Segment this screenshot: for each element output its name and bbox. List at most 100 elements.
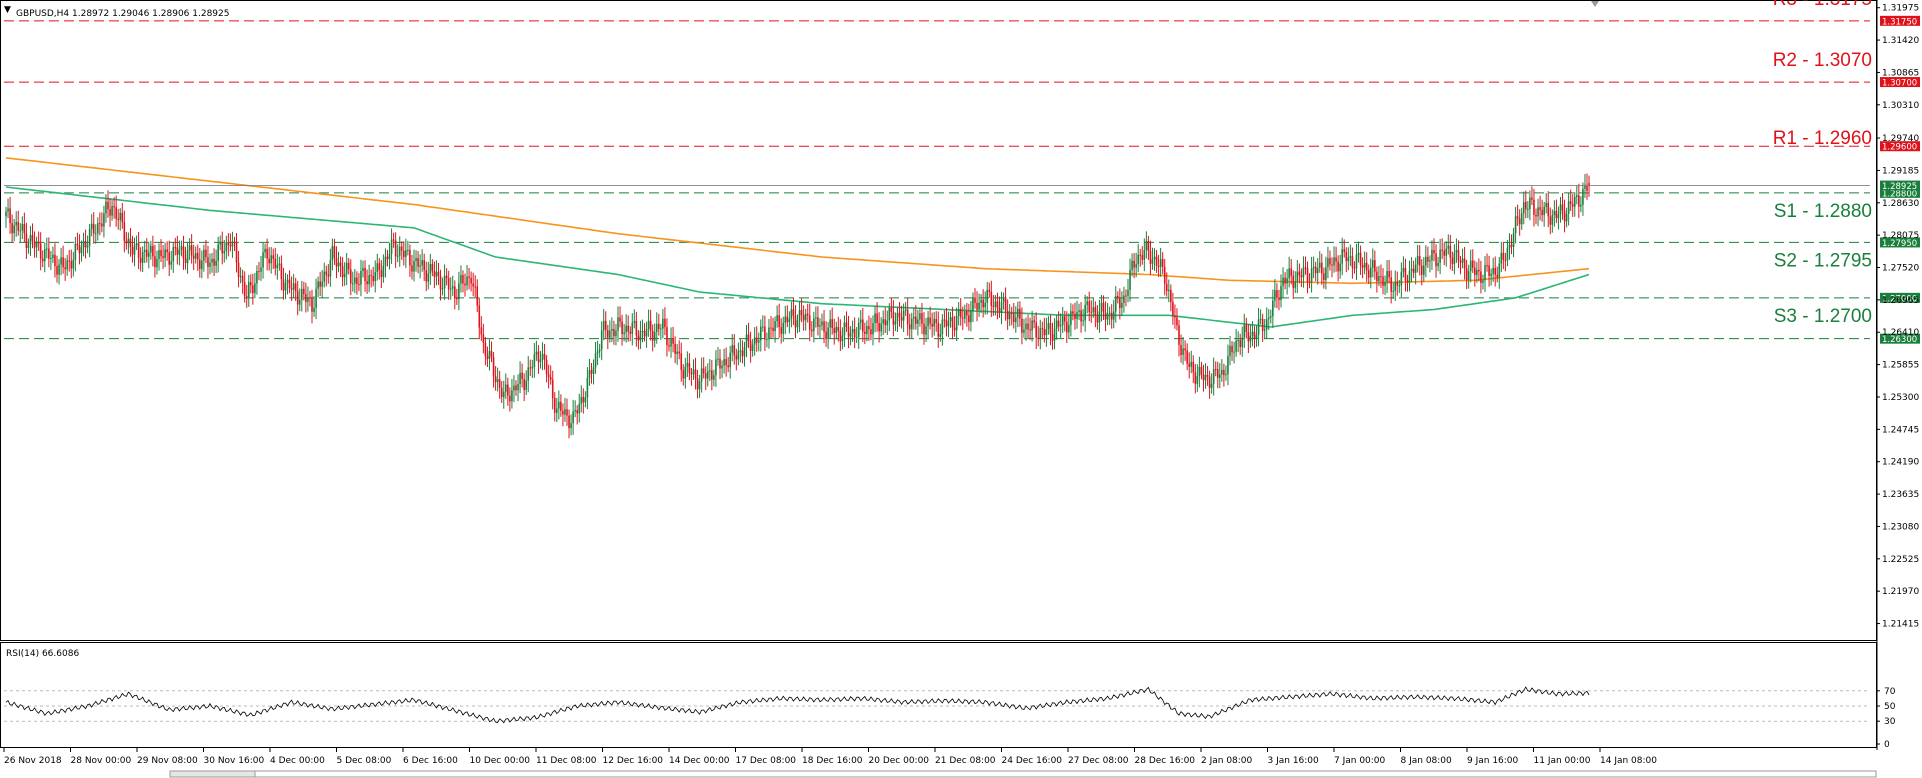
candle-body	[158, 250, 160, 260]
candle-body	[535, 351, 538, 355]
candle-body	[1165, 283, 1168, 292]
price-tick-label: 1.26410	[1882, 328, 1919, 338]
candle-body	[419, 265, 421, 267]
candle-body	[115, 207, 117, 219]
candle-body	[1545, 202, 1547, 207]
candle-body	[1331, 264, 1333, 266]
candle-body	[829, 319, 831, 328]
candle-body	[435, 271, 438, 277]
candle-body	[980, 299, 982, 303]
candle-body	[827, 327, 829, 339]
candle-body	[788, 318, 791, 323]
candle-body	[1423, 265, 1425, 275]
rsi-line	[5, 686, 1590, 724]
candle-body	[150, 245, 152, 253]
candle-body	[580, 396, 583, 404]
candle-body	[515, 385, 517, 391]
candle-body	[429, 264, 432, 274]
candle-body	[568, 415, 570, 429]
candle-body	[1257, 319, 1260, 335]
candle-body	[613, 328, 615, 337]
candle-body	[27, 244, 30, 249]
price-tick-label: 1.23080	[1882, 522, 1919, 532]
candle-body	[835, 327, 838, 333]
candle-body	[978, 302, 980, 310]
candle-body	[464, 283, 466, 286]
price-tick-label: 1.28630	[1882, 199, 1919, 209]
candle-body	[904, 309, 907, 311]
candle-body	[502, 391, 505, 398]
candle-body	[664, 318, 666, 328]
candle-body	[994, 301, 997, 307]
candle-body	[715, 359, 717, 376]
shift-marker-icon[interactable]	[1591, 1, 1599, 7]
candle-body	[90, 223, 93, 230]
candle-body	[1155, 256, 1158, 266]
level-price-tag	[1880, 141, 1920, 152]
candle-body	[933, 319, 935, 327]
candle-body	[586, 378, 589, 398]
sma-slow-line	[5, 157, 1590, 285]
rsi-tick-label: 50	[1884, 702, 1896, 712]
time-tick-label: 10 Dec 00:00	[470, 756, 531, 766]
collapse-arrow-icon[interactable]: ▼	[4, 5, 11, 15]
candle-body	[1135, 264, 1137, 268]
candle-body	[205, 249, 207, 258]
candle-body	[48, 248, 50, 259]
candle-body	[9, 208, 11, 224]
candle-body	[235, 242, 238, 263]
candle-body	[723, 359, 725, 366]
time-scroll-left[interactable]	[169, 770, 256, 778]
price-tick-label: 1.31420	[1882, 36, 1919, 46]
candle-body	[1390, 277, 1392, 292]
candle-body	[882, 319, 884, 324]
candle-body	[872, 323, 874, 335]
candle-body	[33, 241, 36, 248]
candle-body	[276, 264, 279, 269]
candle-body	[917, 319, 919, 324]
level-price-tag	[1880, 333, 1920, 344]
candle-body	[1412, 268, 1415, 273]
candle-body	[1112, 311, 1115, 320]
candle-body	[1539, 207, 1541, 210]
candle-body	[278, 263, 281, 265]
candle-body	[141, 252, 144, 263]
candle-body	[1157, 265, 1160, 267]
candle-body	[478, 305, 481, 328]
candle-body	[684, 366, 687, 379]
candle-body	[352, 283, 354, 285]
time-tick-label: 14 Jan 08:00	[1600, 756, 1657, 766]
candle-body	[1445, 248, 1448, 256]
candle-body	[1429, 260, 1431, 262]
candle-body	[245, 296, 248, 298]
candle-body	[288, 279, 291, 289]
candle-body	[808, 315, 811, 330]
candle-body	[1290, 268, 1292, 276]
candle-body	[111, 206, 113, 216]
candle-body	[531, 366, 534, 369]
candle-body	[513, 385, 515, 391]
time-scroll-track[interactable]	[254, 770, 1877, 778]
candle-body	[1333, 257, 1335, 266]
candle-body	[862, 319, 864, 332]
candle-body	[331, 246, 334, 261]
candle-body	[629, 331, 632, 334]
candle-body	[321, 281, 323, 287]
candle-body	[101, 223, 103, 227]
candle-body	[819, 325, 821, 327]
candle-body	[772, 327, 774, 332]
candle-body	[725, 359, 727, 366]
candle-body	[1400, 271, 1403, 286]
candle-body	[1457, 250, 1460, 261]
candle-body	[354, 277, 356, 284]
candle-body	[1121, 302, 1123, 308]
candle-body	[1284, 277, 1286, 284]
level-label: R1 - 1.2960	[1773, 128, 1872, 149]
candle-body	[184, 258, 187, 264]
candle-body	[7, 208, 9, 212]
candle-body	[1337, 261, 1339, 272]
candle-body	[376, 263, 379, 273]
candle-body	[921, 313, 923, 324]
candle-body	[447, 278, 450, 290]
candle-body	[1006, 310, 1009, 320]
